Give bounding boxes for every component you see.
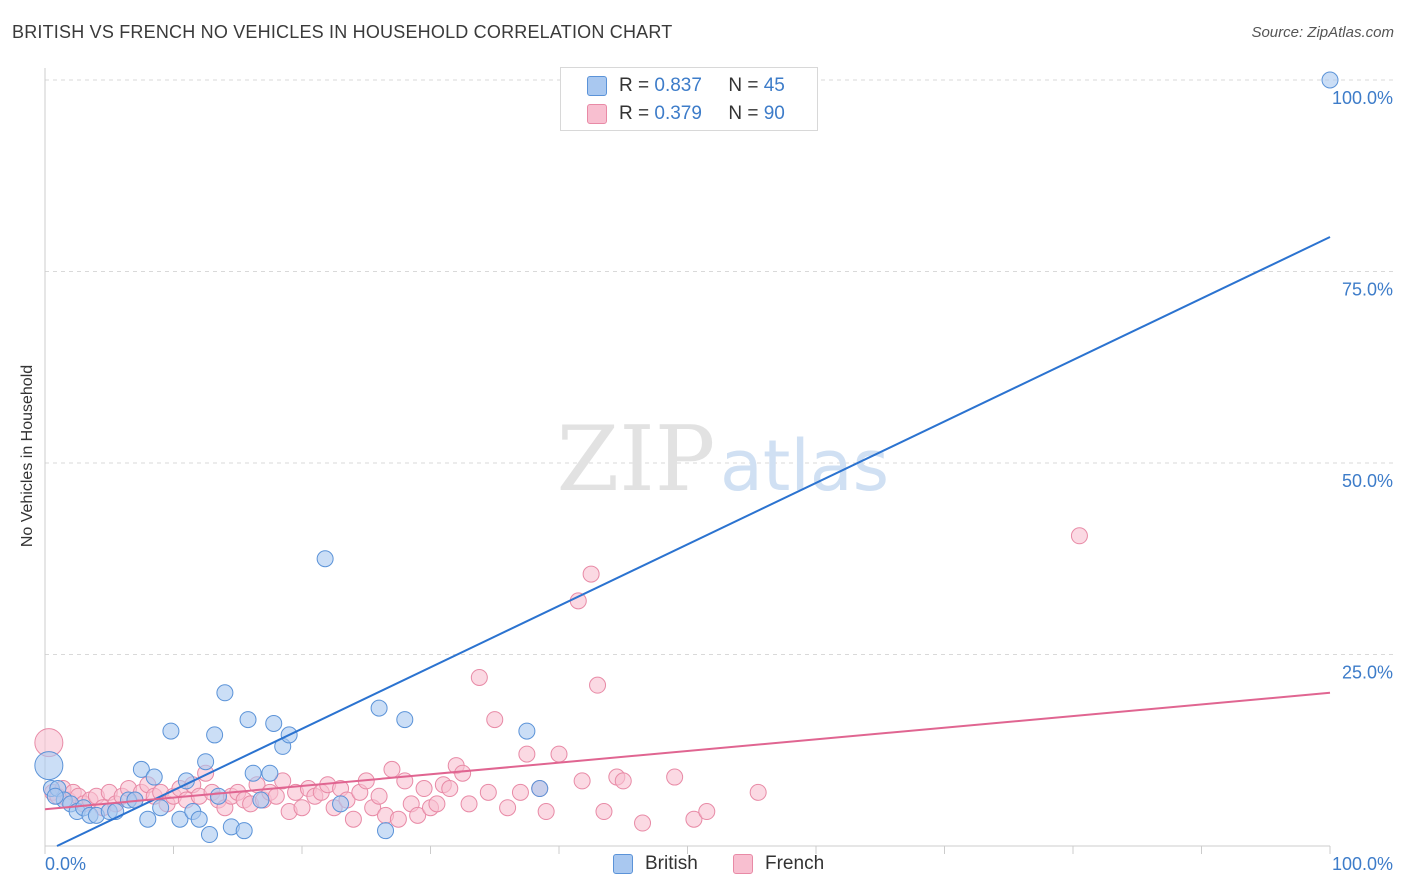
british-point (396, 711, 414, 729)
french-point (569, 592, 587, 610)
british-stats: R = 0.837 N = 45 (619, 75, 785, 97)
french-stats: R = 0.379 N = 90 (619, 103, 785, 125)
british-r-value: 0.837 (654, 75, 702, 96)
british-point (209, 787, 227, 805)
british-point (239, 711, 257, 729)
french-r-label: R = (619, 103, 650, 124)
british-point (252, 791, 270, 809)
british-point (200, 826, 218, 844)
british-point (235, 822, 253, 840)
tick-labels: 25.0% 50.0% 75.0% 100.0% 0.0% 100.0% (45, 88, 1393, 874)
british-point (152, 799, 170, 817)
french-point (441, 780, 459, 798)
british-point (370, 699, 388, 717)
british-point (132, 760, 150, 778)
french-n-label: N = (728, 103, 759, 124)
french-point (666, 768, 684, 786)
french-point (409, 806, 427, 824)
french-point (749, 783, 767, 801)
french-r-value: 0.379 (654, 103, 702, 124)
british-n-value: 45 (763, 75, 785, 96)
french-point (589, 676, 607, 694)
y-tick-label: 50.0% (1342, 471, 1393, 491)
french-point (370, 787, 388, 805)
french-point (595, 803, 613, 821)
french-n-value: 90 (763, 103, 785, 124)
stats-legend: R = 0.837 N = 45 R = 0.379 N = 90 (560, 67, 818, 131)
french-point (698, 803, 716, 821)
british-point (34, 751, 64, 781)
bottom-french-label: French (765, 853, 825, 874)
french-point (479, 783, 497, 801)
british-point (518, 722, 536, 740)
french-point (293, 799, 311, 817)
british-point (145, 768, 163, 786)
british-point (206, 726, 224, 744)
watermark-atlas: atlas (720, 425, 889, 507)
british-point (316, 550, 334, 568)
french-point (550, 745, 568, 763)
chart-title: BRITISH VS FRENCH NO VEHICLES IN HOUSEHO… (12, 22, 673, 42)
source-label: Source: ZipAtlas.com (1251, 24, 1394, 41)
british-point (171, 810, 189, 828)
french-point (454, 764, 472, 782)
french-point (274, 772, 292, 790)
y-tick-label: 25.0% (1342, 663, 1393, 683)
x-tick-label: 0.0% (45, 854, 86, 874)
watermark: ZIP atlas (557, 407, 889, 512)
british-n-label: N = (728, 75, 759, 96)
french-point (537, 803, 555, 821)
x-tick-label: 100.0% (1332, 854, 1393, 874)
british-swatch (587, 76, 607, 96)
british-point (265, 714, 283, 732)
french-point (486, 711, 504, 729)
bottom-british-label: British (645, 853, 698, 874)
french-point (470, 668, 488, 686)
french-point (511, 783, 529, 801)
french-trendline (44, 691, 1331, 811)
british-point (244, 764, 262, 782)
british-point (197, 753, 215, 771)
french-point (344, 810, 362, 828)
french-point (573, 772, 591, 790)
french-point (685, 810, 703, 828)
french-point (389, 810, 407, 828)
british-point (216, 684, 234, 702)
french-point (1070, 527, 1088, 545)
british-point (139, 810, 157, 828)
british-points (34, 71, 1339, 844)
british-point (377, 822, 395, 840)
french-point (383, 760, 401, 778)
french-point (267, 787, 285, 805)
british-trendline (56, 236, 1331, 847)
french-point (460, 795, 478, 813)
gridlines (45, 79, 1395, 655)
french-swatch (587, 104, 607, 124)
british-point (190, 810, 208, 828)
british-point (1321, 71, 1339, 89)
british-point (261, 764, 279, 782)
british-r-label: R = (619, 75, 650, 96)
axes (44, 68, 1331, 854)
french-point (518, 745, 536, 763)
british-point (332, 795, 350, 813)
british-point (162, 722, 180, 740)
french-point (415, 780, 433, 798)
french-point (614, 772, 632, 790)
british-point (531, 780, 549, 798)
french-point (499, 799, 517, 817)
bottom-british-swatch (613, 854, 633, 874)
french-point (428, 795, 446, 813)
british-point (46, 787, 64, 805)
french-point (634, 814, 652, 832)
watermark-zip: ZIP (557, 407, 716, 512)
y-tick-label: 75.0% (1342, 280, 1393, 300)
french-point (582, 565, 600, 583)
bottom-french-swatch (733, 854, 753, 874)
trendlines (44, 236, 1331, 847)
y-tick-label: 100.0% (1332, 88, 1393, 108)
